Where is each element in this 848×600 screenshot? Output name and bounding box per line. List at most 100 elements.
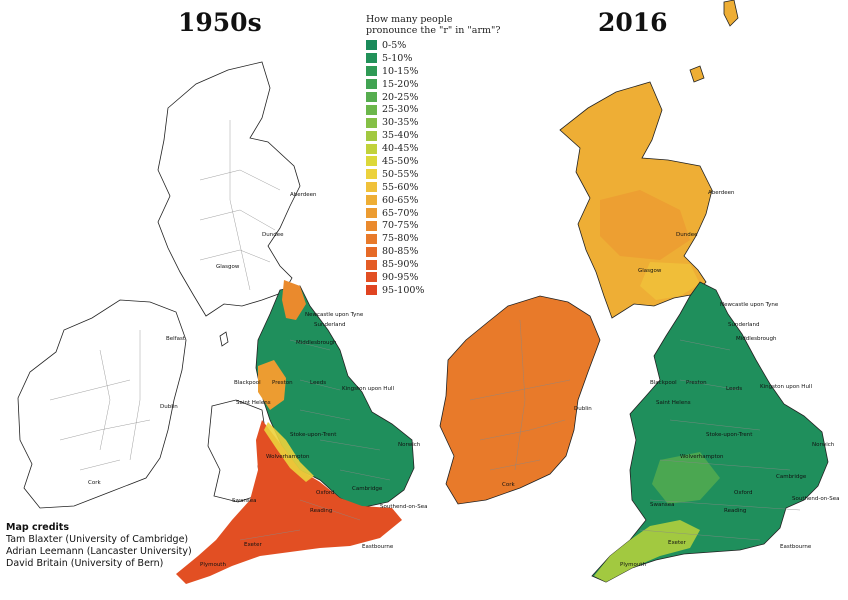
city-label: Reading — [724, 508, 746, 514]
city-label: Stoke-upon-Trent — [706, 432, 753, 438]
city-label: Glasgow — [638, 268, 662, 274]
legend-item: 45-50% — [366, 155, 516, 168]
legend-item: 40-45% — [366, 142, 516, 155]
city-label: Glasgow — [216, 264, 240, 270]
legend-swatch — [366, 79, 377, 90]
legend: How many people pronounce the "r" in "ar… — [366, 14, 516, 297]
legend-title-line2: pronounce the "r" in "arm"? — [366, 25, 501, 36]
city-label: Saint Helens — [656, 400, 691, 406]
city-label: Oxford — [316, 490, 335, 496]
city-label: Preston — [686, 380, 707, 386]
legend-label: 45-50% — [382, 155, 419, 167]
legend-label: 50-55% — [382, 168, 419, 180]
legend-item: 50-55% — [366, 168, 516, 181]
city-label: Southend-on-Sea — [792, 496, 840, 502]
city-label: Middlesbrough — [296, 340, 337, 346]
legend-label: 30-35% — [382, 117, 419, 129]
city-label: Cork — [502, 482, 515, 488]
legend-items: 0-5% 5-10% 10-15% 15-20% 20-25% 25-30% 30-35% 3… — [366, 39, 516, 297]
city-label: Eastbourne — [780, 544, 812, 550]
legend-swatch — [366, 130, 377, 141]
legend-swatch — [366, 220, 377, 231]
city-labels-1950s: Aberdeen Dundee Glasgow Newcastle upon T… — [88, 192, 428, 568]
city-label: Wolverhampton — [266, 454, 310, 460]
city-label: Reading — [310, 508, 332, 514]
legend-title: How many people pronounce the "r" in "ar… — [366, 14, 516, 36]
legend-item: 30-35% — [366, 116, 516, 129]
legend-item: 70-75% — [366, 219, 516, 232]
city-label: Swansea — [650, 502, 674, 508]
city-label: Oxford — [734, 490, 753, 496]
city-label: Cork — [88, 480, 101, 486]
legend-label: 0-5% — [382, 39, 407, 51]
legend-item: 35-40% — [366, 129, 516, 142]
city-label: Plymouth — [620, 562, 646, 568]
legend-label: 80-85% — [382, 246, 419, 258]
england-2016 — [591, 281, 829, 583]
legend-label: 20-25% — [382, 91, 419, 103]
legend-label: 85-90% — [382, 259, 419, 271]
legend-title-line1: How many people — [366, 14, 453, 25]
city-label: Cambridge — [352, 486, 383, 492]
city-label: Norwich — [812, 442, 835, 448]
city-label: Cambridge — [776, 474, 807, 480]
legend-swatch — [366, 66, 377, 77]
legend-swatch — [366, 53, 377, 64]
city-label: Kingston upon Hull — [760, 384, 812, 390]
city-label: Sunderland — [728, 322, 759, 328]
legend-swatch — [366, 143, 377, 154]
legend-item: 95-100% — [366, 284, 516, 297]
england-1950s-yellow-band — [264, 422, 314, 482]
city-label: Newcastle upon Tyne — [305, 312, 364, 318]
city-label: Dundee — [676, 232, 698, 238]
city-label: Southend-on-Sea — [380, 504, 428, 510]
city-label: Eastbourne — [362, 544, 394, 550]
legend-label: 70-75% — [382, 220, 419, 232]
credits-title: Map credits — [6, 522, 69, 533]
legend-swatch — [366, 233, 377, 244]
legend-item: 55-60% — [366, 181, 516, 194]
legend-swatch — [366, 182, 377, 193]
city-label: Leeds — [310, 380, 326, 386]
legend-item: 15-20% — [366, 78, 516, 91]
city-label: Norwich — [398, 442, 421, 448]
legend-label: 95-100% — [382, 284, 425, 296]
city-labels-2016: Aberdeen Dundee Glasgow Newcastle upon T… — [502, 190, 840, 568]
england-1950s-orange-lancs — [258, 360, 286, 410]
legend-swatch — [366, 40, 377, 51]
legend-label: 10-15% — [382, 65, 419, 77]
city-label: Middlesbrough — [736, 336, 777, 342]
city-label: Blackpool — [234, 380, 261, 386]
city-label: Dublin — [574, 406, 592, 412]
title-1950s: 1950s — [178, 8, 262, 37]
legend-swatch — [366, 246, 377, 257]
city-label: Wolverhampton — [680, 454, 724, 460]
legend-swatch — [366, 208, 377, 219]
ireland-2016 — [439, 295, 601, 505]
legend-label: 35-40% — [382, 130, 419, 142]
legend-item: 75-80% — [366, 232, 516, 245]
city-label: Exeter — [244, 542, 262, 548]
legend-swatch — [366, 169, 377, 180]
map-2016 — [439, 0, 829, 583]
city-label: Exeter — [668, 540, 686, 546]
legend-label: 5-10% — [382, 52, 413, 64]
city-label: Swansea — [232, 498, 256, 504]
city-label: Plymouth — [200, 562, 226, 568]
scotland-1950s — [157, 61, 301, 317]
scotland-2016-darker — [600, 190, 690, 260]
legend-label: 40-45% — [382, 143, 419, 155]
legend-item: 80-85% — [366, 245, 516, 258]
legend-label: 65-70% — [382, 207, 419, 219]
legend-label: 60-65% — [382, 194, 419, 206]
scotland-2016-lighter — [640, 262, 700, 300]
legend-swatch — [366, 259, 377, 270]
city-label: Dublin — [160, 404, 178, 410]
city-label: Stoke-upon-Trent — [290, 432, 337, 438]
legend-item: 10-15% — [366, 65, 516, 78]
legend-item: 85-90% — [366, 258, 516, 271]
england-2016-yellowgreen-sw — [594, 520, 700, 582]
city-label: Aberdeen — [708, 190, 735, 196]
title-2016: 2016 — [598, 8, 668, 37]
